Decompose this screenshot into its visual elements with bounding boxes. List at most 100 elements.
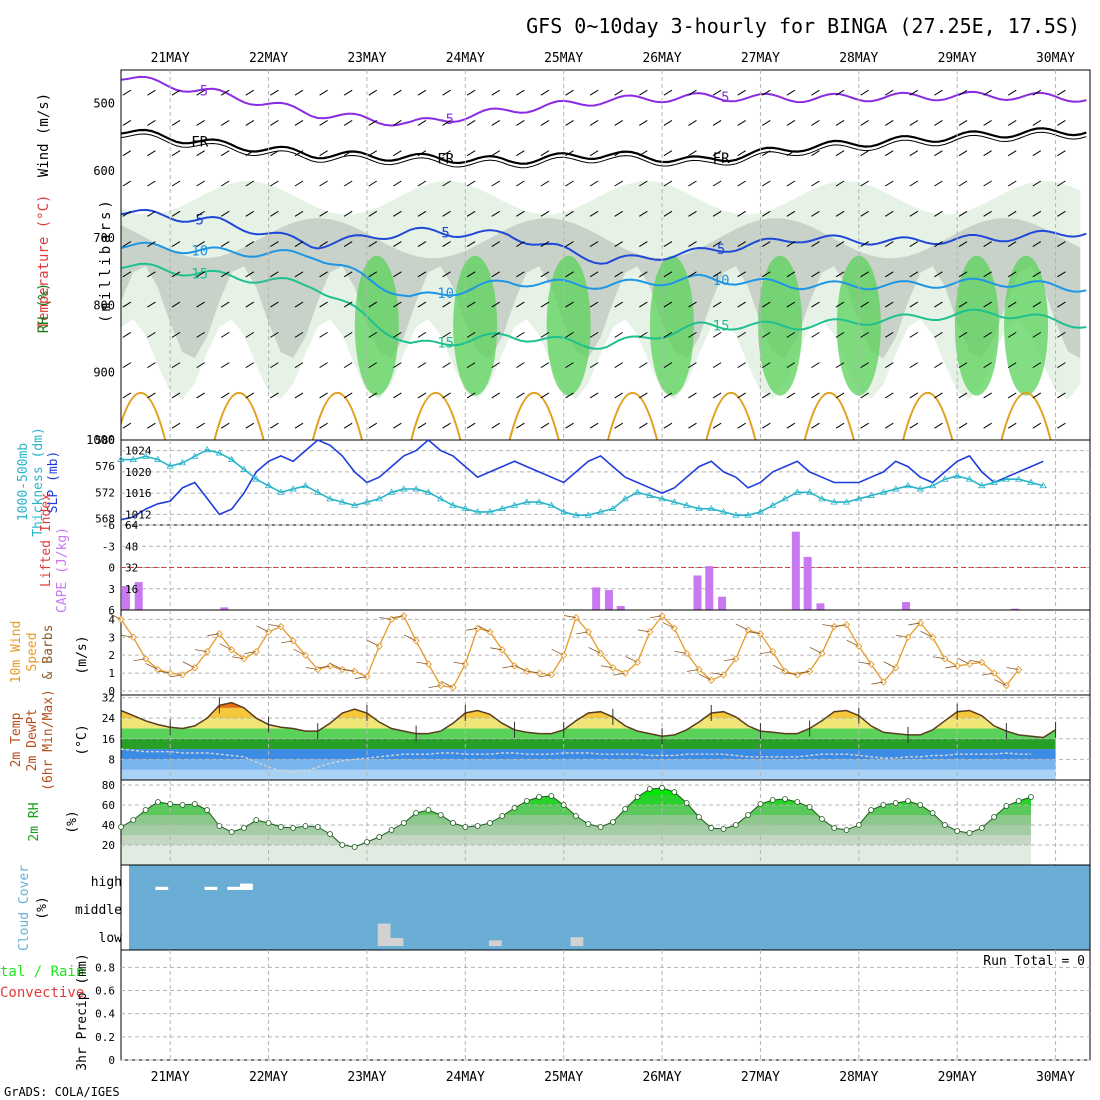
wind-barb [737,89,746,96]
wind-barb [688,89,697,96]
wind-barb [466,89,476,96]
wind-barb [465,627,478,631]
wind-barb [712,89,722,96]
y-tick-label-right: 32 [125,562,138,575]
cloud-level-label: high [91,875,122,890]
thickness-point [1014,475,1023,482]
thickness-point [965,475,974,482]
wind-speed-point [510,662,519,670]
chart-title: GFS 0~10day 3-hourly for BINGA (27.25E, … [526,14,1080,38]
wind-barb [466,210,476,217]
y-tick-label: 500 [93,97,115,111]
wind-barb [712,362,722,369]
wind-barb [663,392,673,399]
wind-barb [220,362,230,369]
wind-barb [368,271,378,278]
wind-barb [1007,271,1017,278]
wind-barb [1057,331,1066,338]
wind-barb [147,120,156,126]
wind-barb [588,647,601,654]
thickness-point [191,452,199,459]
wind-barb [712,120,722,126]
p8-label-2: Convective [0,985,84,1001]
rh-point [536,794,542,800]
wind-barb [762,89,771,96]
wind-barb [958,271,968,278]
wind-barb [909,392,919,399]
rh-point [732,822,739,828]
cape-bar [134,582,143,610]
wind-barb [688,422,697,429]
wind-barb [1032,180,1042,187]
rh-point [917,802,924,808]
p2-thickness-label-2: Thickness (dm) [31,427,46,537]
wind-barb [294,210,304,217]
rh-point [487,820,493,826]
rh-point [1015,798,1022,804]
temperature-band [121,749,1056,760]
wind-barb [786,241,796,247]
wind-barb [762,392,771,399]
wind-barb [195,649,208,652]
contour-warm-arch [410,392,462,440]
wind-speed-point [978,658,986,666]
cloud-block [240,883,253,890]
wind-barb [294,150,304,157]
thickness-point [830,498,838,505]
y-tick-label: 1 [108,667,115,680]
y-tick-label: 40 [102,819,115,832]
wind-barb [786,120,796,126]
y-tick-label-right: 48 [125,540,138,553]
wind-barb [884,301,894,308]
wind-barb [245,362,255,369]
wind-barb [343,150,353,157]
wind-barb [663,180,673,187]
wind-barb [614,120,623,126]
wind-barb [786,271,796,278]
wind-barb [516,180,525,187]
wind-speed-point [141,655,150,663]
bottom-date-label: 25MAY [544,1070,583,1085]
thickness-point [387,488,396,495]
wind-barb [368,89,378,96]
rh-point [167,801,174,807]
rh-point [769,797,776,803]
wind-barb [639,241,648,247]
y-tick-label: 700 [93,231,115,245]
wind-barb [442,271,451,278]
wind-barb [196,210,205,217]
p6-unit: (%) [65,810,80,833]
wind-barb [1057,180,1066,187]
wind-barb [147,89,156,96]
wind-barb [860,362,869,369]
wind-barb [393,362,402,369]
wind-barb [1007,392,1017,399]
wind-barb [983,210,992,217]
wind-barb [662,621,675,629]
wind-barb [1032,331,1042,338]
wind-barb [565,331,574,338]
thickness-point [1039,481,1047,489]
wind-barb [712,210,722,217]
wind-barb [639,392,648,399]
wind-barb [294,331,304,338]
wind-barb [514,664,527,672]
wind-barb [909,362,919,369]
wind-barb [245,180,255,187]
wind-barb [934,362,943,369]
wind-barb [712,422,722,429]
wind-barb [393,392,402,399]
wind-barb [811,331,820,338]
wind-barb [934,150,943,157]
thickness-point [744,511,752,518]
top-date-label: 23MAY [347,51,386,66]
wind-barb [958,301,968,308]
p1-millibars-label: (millibars) [98,197,114,323]
wind-barb [343,210,353,217]
rh-point [425,807,432,813]
wind-barb [589,180,599,187]
wind-barb [958,362,968,369]
wind-barb [551,648,564,656]
rh-point [708,825,715,831]
wind-barb [835,362,845,369]
